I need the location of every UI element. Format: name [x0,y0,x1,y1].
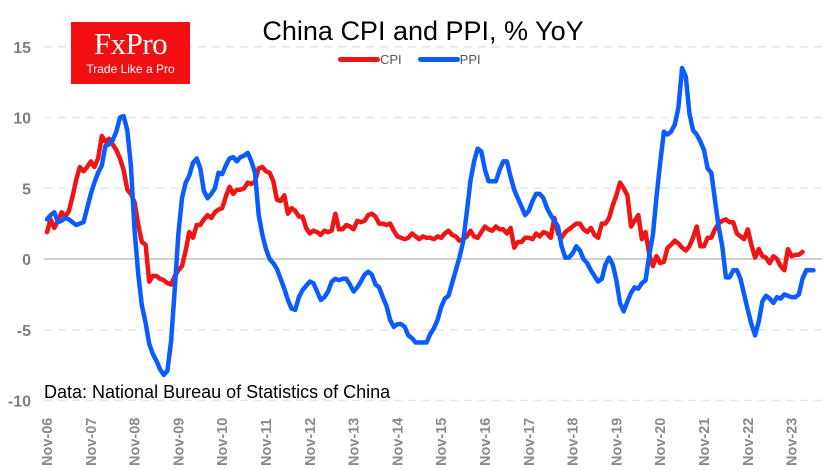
legend: CPI PPI [338,52,497,67]
x-tick-label: Nov-12 [303,418,319,466]
series-line-cpi [44,133,805,287]
x-tick-label: Nov-17 [522,418,538,466]
x-tick-label: Nov-23 [785,418,801,466]
y-axis-ticks: 15 10 5 0 -5 -10 [8,40,31,411]
x-tick-label: Nov-18 [566,418,582,466]
legend-label-ppi: PPI [459,52,481,67]
x-axis-ticks: Nov-06 Nov-07 Nov-08 Nov-09 Nov-10 Nov-11 Nov-… [40,418,801,466]
x-tick-label: Nov-10 [215,418,231,466]
legend-label-cpi: CPI [380,52,402,67]
x-tick-label: Nov-20 [653,418,669,466]
legend-swatch-ppi [417,57,460,62]
x-tick-label: Nov-11 [259,418,275,466]
legend-item-ppi: PPI [417,52,481,67]
y-tick-label: 15 [13,40,31,57]
x-tick-label: Nov-08 [128,418,144,466]
logo-tagline: Trade Like a Pro [86,62,175,76]
source-note: Data: National Bureau of Statistics of C… [44,382,391,402]
x-tick-label: Nov-22 [741,418,757,466]
legend-swatch-cpi [338,57,380,62]
x-tick-label: Nov-09 [171,418,187,466]
y-tick-label: 10 [13,111,31,128]
gridlines [44,46,822,402]
logo-wordmark: FxPro [93,26,168,61]
x-tick-label: Nov-07 [84,418,100,466]
x-tick-label: Nov-06 [40,418,56,466]
y-tick-label: 5 [22,181,31,198]
y-tick-label: 0 [22,252,31,269]
legend-item-cpi: CPI [338,52,402,67]
y-tick-label: -5 [17,323,31,340]
x-tick-label: Nov-15 [434,418,450,466]
y-tick-label: -10 [8,394,31,411]
chart-title: China CPI and PPI, % YoY [262,16,584,46]
x-tick-label: Nov-13 [347,418,363,466]
x-tick-label: Nov-16 [478,418,494,466]
x-tick-label: Nov-14 [390,418,406,466]
fxpro-logo: FxPro Trade Like a Pro [71,22,190,84]
series-lines [44,65,816,378]
x-tick-label: Nov-19 [609,418,625,466]
x-tick-label: Nov-21 [697,418,713,466]
series-line-ppi [44,65,816,378]
